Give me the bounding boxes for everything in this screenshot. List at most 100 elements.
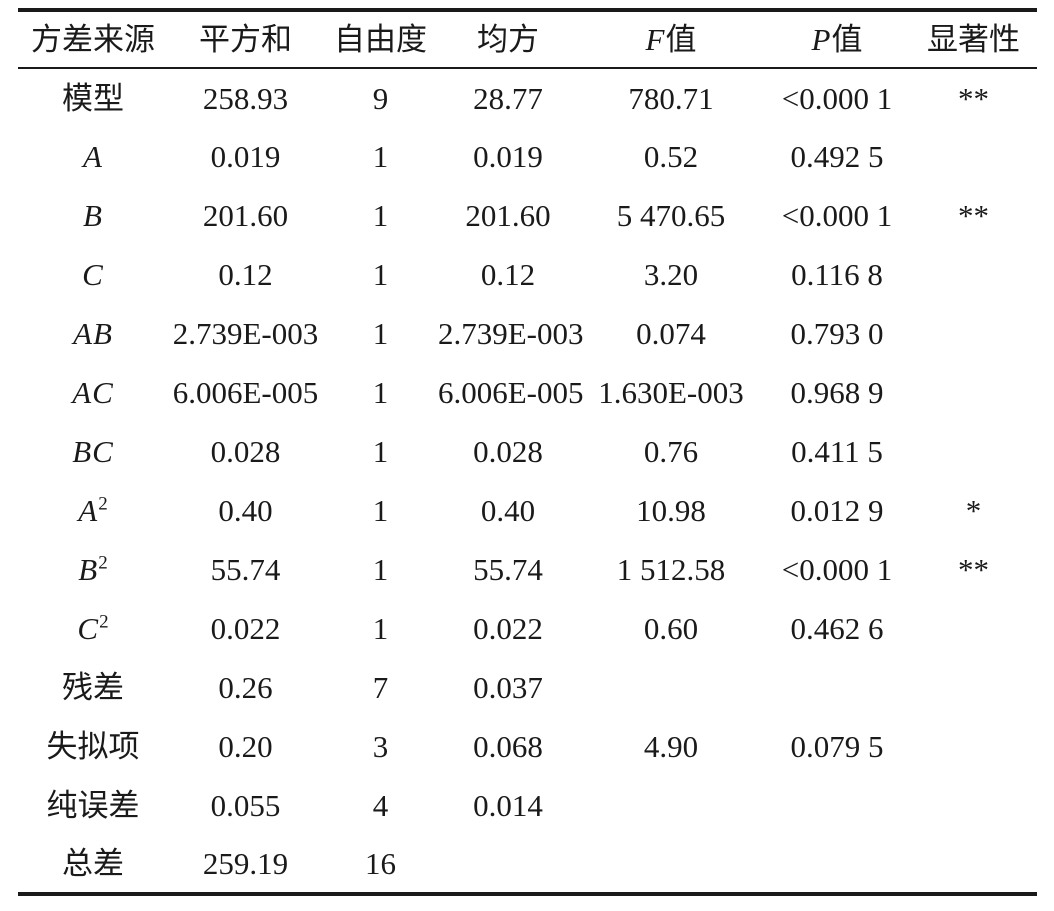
- table-row: C 0.12 1 0.12 3.20 0.116 8: [18, 245, 1037, 304]
- cell-sum-of-squares: 258.93: [202, 80, 289, 116]
- cell-degrees-of-freedom: 1: [372, 611, 389, 646]
- cell-significance: [910, 717, 1037, 776]
- cell-p-value: <0.000 1: [781, 198, 893, 233]
- cell-source: A: [83, 139, 103, 174]
- cell-significance: *: [965, 493, 982, 528]
- cell-significance: [910, 127, 1037, 186]
- cell-f-value: [578, 658, 764, 717]
- cell-p-value: 0.116 8: [791, 257, 883, 292]
- column-header-source: 方差来源: [31, 22, 155, 57]
- column-header-p: P值: [811, 22, 863, 57]
- table-row: 失拟项 0.20 3 0.068 4.90 0.079 5: [18, 717, 1037, 776]
- header-row: 方差来源 平方和 自由度 均方 F值 P值 显著性: [18, 10, 1037, 68]
- cell-degrees-of-freedom: 7: [372, 670, 389, 705]
- cell-significance: [910, 245, 1037, 304]
- cell-mean-square: 0.037: [473, 670, 543, 705]
- table-row: A 0.019 1 0.019 0.52 0.492 5: [18, 127, 1037, 186]
- cell-p-value: <0.000 1: [781, 80, 893, 116]
- cell-significance: [910, 422, 1037, 481]
- anova-table: 方差来源 平方和 自由度 均方 F值 P值 显著性 模型 258.93 9 28.77 780.71…: [18, 8, 1037, 896]
- cell-mean-square: 0.40: [480, 493, 536, 528]
- cell-mean-square: 0.068: [473, 729, 543, 764]
- cell-degrees-of-freedom: 9: [372, 80, 389, 116]
- cell-p-value: <0.000 1: [781, 552, 893, 587]
- cell-sum-of-squares: 0.028: [210, 434, 281, 469]
- table-row: AB 2.739E-003 1 2.739E-003 0.074 0.793 0: [18, 304, 1037, 363]
- cell-significance: [910, 776, 1037, 835]
- cell-source: 残差: [62, 670, 124, 705]
- cell-mean-square: 0.12: [480, 257, 536, 292]
- cell-degrees-of-freedom: 3: [372, 729, 389, 764]
- cell-mean-square: 55.74: [473, 552, 543, 587]
- table-row: 模型 258.93 9 28.77 780.71 <0.000 1 **: [18, 68, 1037, 127]
- cell-degrees-of-freedom: 1: [372, 375, 389, 410]
- cell-significance: [910, 835, 1037, 894]
- cell-degrees-of-freedom: 16: [365, 846, 396, 881]
- cell-source: AC: [72, 375, 114, 410]
- cell-p-value: 0.079 5: [790, 729, 884, 764]
- table-row: 纯误差 0.055 4 0.014: [18, 776, 1037, 835]
- column-header-df: 自由度: [334, 22, 427, 57]
- cell-mean-square: 0.019: [473, 139, 543, 174]
- cell-p-value: 0.462 6: [790, 611, 884, 646]
- cell-p-value: [764, 835, 910, 894]
- cell-mean-square: 0.022: [473, 611, 543, 646]
- cell-f-value: 0.52: [643, 139, 699, 174]
- cell-sum-of-squares: 0.40: [218, 493, 273, 528]
- cell-source: BC: [72, 434, 114, 469]
- cell-sum-of-squares: 0.019: [210, 139, 281, 174]
- cell-source: C: [82, 257, 104, 292]
- table-row: 总差 259.19 16: [18, 835, 1037, 894]
- cell-f-value: 1.630E-003: [598, 375, 744, 410]
- table-row: B 201.60 1 201.60 5 470.65 <0.000 1 **: [18, 186, 1037, 245]
- cell-significance: **: [958, 80, 989, 116]
- cell-f-value: 780.71: [628, 80, 714, 116]
- cell-mean-square: 0.028: [473, 434, 543, 469]
- cell-mean-square: 28.77: [473, 80, 543, 116]
- column-header-sig: 显著性: [927, 22, 1020, 57]
- cell-sum-of-squares: 0.20: [218, 729, 273, 764]
- cell-p-value: [764, 658, 910, 717]
- cell-source: C2: [77, 611, 109, 646]
- cell-f-value: 5 470.65: [616, 198, 726, 233]
- cell-sum-of-squares: 0.12: [218, 257, 273, 292]
- column-header-f: F值: [645, 22, 697, 57]
- cell-source: B2: [78, 552, 108, 587]
- cell-f-value: 4.90: [643, 729, 699, 764]
- cell-degrees-of-freedom: 4: [372, 788, 389, 823]
- cell-f-value: 10.98: [636, 493, 706, 528]
- cell-sum-of-squares: 0.022: [210, 611, 281, 646]
- cell-p-value: [764, 776, 910, 835]
- cell-p-value: 0.793 0: [790, 316, 884, 351]
- table-row: B2 55.74 1 55.74 1 512.58 <0.000 1 **: [18, 540, 1037, 599]
- cell-degrees-of-freedom: 1: [372, 493, 389, 528]
- cell-significance: **: [958, 552, 989, 587]
- cell-source: 失拟项: [46, 729, 140, 764]
- cell-significance: **: [958, 198, 989, 233]
- cell-sum-of-squares: 2.739E-003: [172, 316, 319, 351]
- cell-mean-square: 6.006E-005: [438, 375, 584, 410]
- cell-degrees-of-freedom: 1: [372, 257, 389, 292]
- cell-p-value: 0.012 9: [790, 493, 884, 528]
- table-row: C2 0.022 1 0.022 0.60 0.462 6: [18, 599, 1037, 658]
- table-row: A2 0.40 1 0.40 10.98 0.012 9 *: [18, 481, 1037, 540]
- cell-f-value: 0.074: [636, 316, 706, 351]
- cell-sum-of-squares: 55.74: [210, 552, 281, 587]
- cell-f-value: 0.76: [643, 434, 699, 469]
- cell-degrees-of-freedom: 1: [372, 552, 389, 587]
- column-header-ms: 均方: [477, 22, 539, 57]
- cell-sum-of-squares: 201.60: [202, 198, 289, 233]
- cell-significance: [910, 599, 1037, 658]
- cell-source: A2: [78, 493, 108, 528]
- cell-degrees-of-freedom: 1: [372, 198, 389, 233]
- cell-f-value: 1 512.58: [616, 552, 726, 587]
- cell-p-value: 0.968 9: [790, 375, 884, 410]
- cell-sum-of-squares: 0.055: [210, 788, 281, 823]
- table-row: BC 0.028 1 0.028 0.76 0.411 5: [18, 422, 1037, 481]
- cell-source: 纯误差: [46, 788, 140, 823]
- cell-significance: [910, 363, 1037, 422]
- cell-p-value: 0.411 5: [791, 434, 883, 469]
- table-row: 残差 0.26 7 0.037: [18, 658, 1037, 717]
- cell-mean-square: 0.014: [473, 788, 543, 823]
